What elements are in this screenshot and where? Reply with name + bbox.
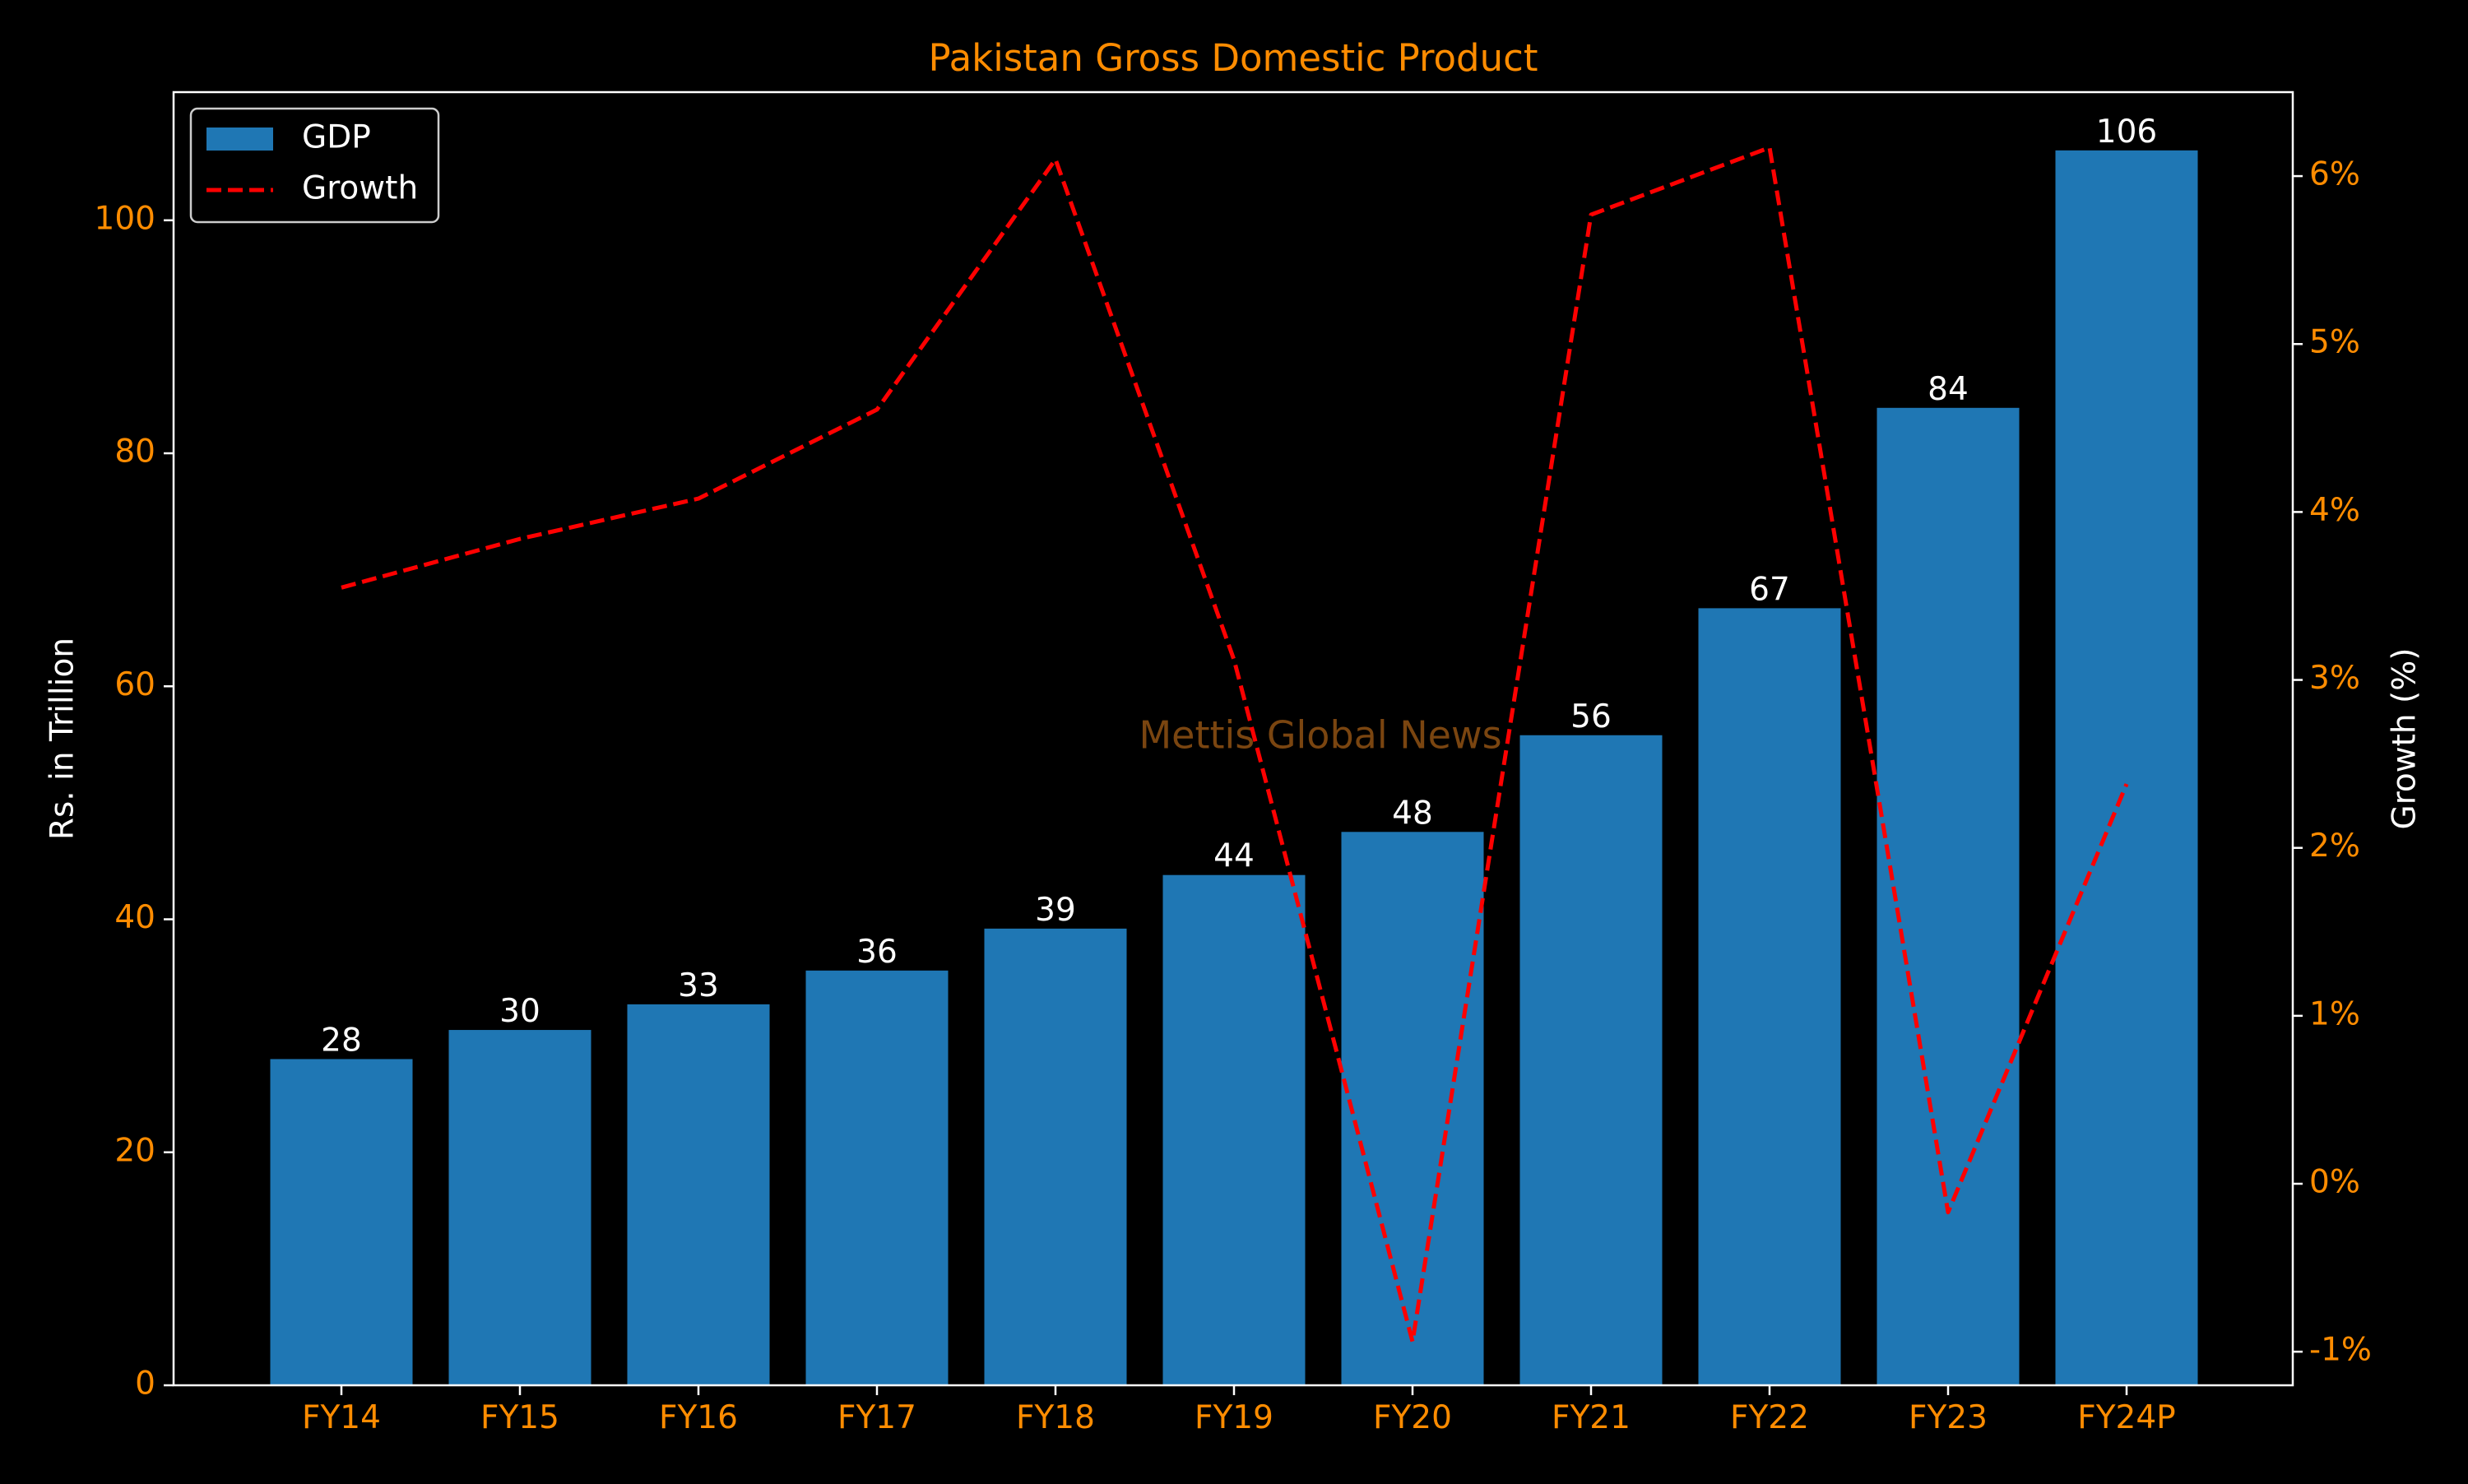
legend-growth-label: Growth <box>302 170 418 207</box>
legend-gdp-swatch <box>206 128 273 151</box>
gdp-bars <box>270 150 2198 1386</box>
gdp-bar-fy16 <box>627 1004 770 1385</box>
y-tick-label: 80 <box>114 434 155 471</box>
y-tick-label: 100 <box>95 200 155 237</box>
growth-line <box>341 145 2129 1344</box>
gdp-data-label-fy22: 67 <box>1749 571 1790 608</box>
gdp-data-label-fy18: 39 <box>1035 892 1076 929</box>
legend: GDP Growth <box>189 107 440 224</box>
gdp-data-label-fy14: 28 <box>321 1022 362 1059</box>
chart-title: Pakistan Gross Domestic Product <box>928 36 1538 80</box>
x-tick-label-fy19: FY19 <box>1195 1399 1273 1436</box>
x-tick-label-fy20: FY20 <box>1373 1399 1452 1436</box>
y-tick-label: 60 <box>114 666 155 703</box>
y2-tick-label: 0% <box>2309 1164 2360 1201</box>
gdp-bar-fy23 <box>1877 407 2020 1386</box>
y2-tick-label: 1% <box>2309 995 2360 1032</box>
gdp-bar-fy21 <box>1519 735 1663 1385</box>
y2-tick-label: 5% <box>2309 324 2360 361</box>
gdp-bar-fy17 <box>805 970 949 1385</box>
gdp-data-label-fy16: 33 <box>678 967 719 1004</box>
y2-tick-label: 6% <box>2309 156 2360 193</box>
x-tick-label-fy21: FY21 <box>1552 1399 1631 1436</box>
x-tick-label-fy14: FY14 <box>302 1399 381 1436</box>
right-y-axis: -1% 0% 1% 2% 3% 4% 5% 6% <box>2293 156 2372 1369</box>
x-tick-label-fy15: FY15 <box>480 1399 559 1436</box>
x-tick-label-fy22: FY22 <box>1730 1399 1809 1436</box>
gdp-data-label-fy15: 30 <box>499 993 540 1030</box>
gdp-data-label-fy20: 48 <box>1392 795 1433 832</box>
y2-tick-label: -1% <box>2309 1332 2372 1369</box>
gdp-bar-fy15 <box>448 1030 591 1385</box>
gdp-bar-fy24p <box>2055 150 2198 1386</box>
x-axis: FY14 FY15 FY16 FY17 FY18 FY19 FY20 FY21 FY22 FY23… <box>302 1385 2176 1436</box>
y-axis-label: Rs. in Trillion <box>44 638 81 840</box>
x-tick-label-fy23: FY23 <box>1909 1399 1988 1436</box>
legend-gdp-label: GDP <box>302 119 371 156</box>
gdp-bar-fy20 <box>1341 832 1484 1385</box>
watermark: Mettis Global News <box>1139 713 1501 758</box>
x-tick-label-fy24p: FY24P <box>2077 1399 2175 1436</box>
gdp-data-label-fy19: 44 <box>1213 838 1255 875</box>
y2-tick-label: 3% <box>2309 660 2360 697</box>
gdp-data-label-fy21: 56 <box>1570 698 1612 735</box>
gdp-bar-fy18 <box>984 928 1127 1385</box>
y2-axis-label: Growth (%) <box>2387 647 2424 829</box>
x-tick-label-fy16: FY16 <box>659 1399 738 1436</box>
gdp-bar-fy14 <box>270 1059 413 1385</box>
gdp-bar-fy22 <box>1698 608 1841 1385</box>
y-tick-label: 20 <box>114 1132 155 1169</box>
y-tick-label: 0 <box>135 1366 155 1403</box>
gdp-data-label-fy17: 36 <box>856 934 898 971</box>
gdp-data-label-fy23: 84 <box>1928 371 1969 408</box>
y2-tick-label: 2% <box>2309 828 2360 865</box>
x-tick-label-fy18: FY18 <box>1016 1399 1095 1436</box>
y2-tick-label: 4% <box>2309 492 2360 529</box>
growth-line-path <box>341 145 2129 1344</box>
gdp-bar-fy19 <box>1162 874 1306 1385</box>
gdp-data-label-fy24p: 106 <box>2096 114 2157 151</box>
gdp-data-labels: 28 30 33 36 39 44 48 56 67 84 106 <box>321 114 2157 1060</box>
x-tick-label-fy17: FY17 <box>837 1399 916 1436</box>
y-tick-label: 40 <box>114 899 155 936</box>
left-y-axis: 0 20 40 60 80 100 <box>95 200 174 1403</box>
